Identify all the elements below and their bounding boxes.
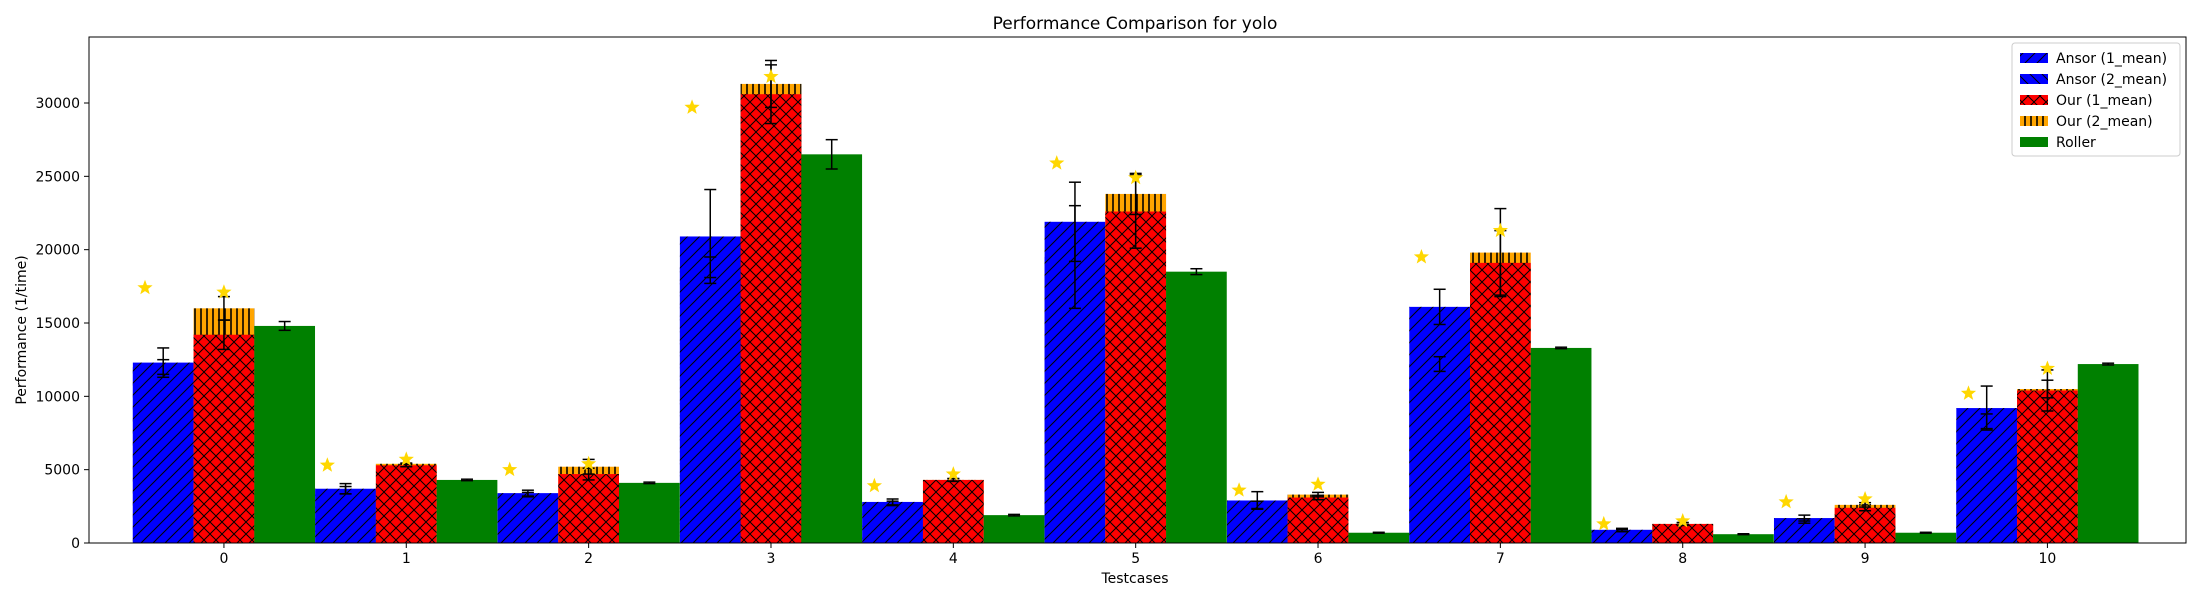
legend-label-1: Ansor (2_mean) — [2056, 72, 2167, 88]
bar-hatch-2-3 — [740, 94, 802, 543]
legend: Ansor (1_mean) Ansor (2_mean) Our (1_mean)… — [2011, 42, 2181, 157]
x-tick-label-10: 10 — [2039, 551, 2057, 567]
bar-roller-5 — [1166, 271, 1227, 543]
star-marker-ansor-3 — [684, 99, 700, 114]
legend-swatch-hatch-3 — [2020, 116, 2048, 126]
y-tick-label-20000: 20000 — [35, 243, 80, 259]
y-tick-label-10000: 10000 — [35, 389, 80, 405]
legend-label-4: Roller — [2056, 135, 2096, 151]
bar-hatch-0-2 — [497, 493, 559, 543]
x-tick-label-4: 4 — [949, 551, 958, 567]
bar-roller-3 — [801, 154, 863, 544]
legend-swatch-4 — [2020, 137, 2048, 147]
bar-roller-6 — [1348, 532, 1410, 543]
star-marker-our-0 — [216, 284, 232, 299]
bar-hatch-0-1 — [315, 488, 376, 543]
bar-hatch-2-7 — [1470, 262, 1531, 543]
star-marker-our-10 — [2039, 360, 2056, 375]
bar-hatch-2-5 — [1105, 211, 1167, 544]
star-marker-ansor-8 — [1596, 515, 1612, 531]
star-marker-ansor-0 — [137, 279, 153, 295]
y-tick-label-5000: 5000 — [44, 463, 80, 479]
legend-box — [2011, 42, 2181, 157]
bar-hatch-0-8 — [1591, 529, 1653, 543]
legend-swatch-hatch-1 — [2020, 74, 2048, 84]
star-marker-ansor-2 — [502, 461, 518, 477]
bar-roller-2 — [618, 482, 680, 543]
star-marker-ansor-1 — [319, 457, 335, 472]
bar-hatch-0-3 — [679, 236, 741, 543]
y-tick-label-25000: 25000 — [35, 169, 80, 185]
bar-hatch-0-4 — [862, 501, 923, 543]
star-marker-our-2 — [581, 455, 597, 471]
x-tick-label-2: 2 — [584, 551, 593, 567]
star-marker-our-6 — [1310, 476, 1326, 491]
bar-hatch-2-10 — [2017, 390, 2078, 543]
x-tick-label-3: 3 — [767, 551, 776, 567]
bar-hatch-2-1 — [375, 465, 437, 543]
bar-roller-9 — [1895, 532, 1957, 543]
bar-roller-1 — [436, 479, 498, 543]
x-tick-label-5: 5 — [1131, 551, 1140, 567]
star-marker-our-8 — [1675, 513, 1691, 528]
star-marker-our-9 — [1857, 491, 1873, 506]
bar-hatch-2-6 — [1287, 497, 1349, 543]
bar-hatch-0-7 — [1409, 306, 1471, 543]
bar-hatch-2-8 — [1652, 523, 1714, 543]
bar-roller-0 — [254, 325, 316, 543]
y-tick-label-30000: 30000 — [35, 96, 80, 112]
star-marker-our-1 — [398, 451, 414, 466]
star-marker-our-3 — [763, 68, 779, 84]
star-marker-ansor-9 — [1778, 493, 1794, 509]
chart-title: Performance Comparison for yolo — [993, 14, 1278, 34]
legend-label-2: Our (1_mean) — [2056, 93, 2153, 109]
star-marker-our-7 — [1492, 222, 1508, 238]
bar-roller-8 — [1713, 534, 1774, 543]
x-tick-label-6: 6 — [1314, 551, 1323, 567]
plot-area: 0 5000 10000 15000 20000 25000 30000 0 1 2 3 4 5 6 7 8 9… — [35, 36, 2187, 567]
y-tick-label-0: 0 — [71, 536, 80, 552]
bar-hatch-0-0 — [132, 362, 194, 543]
y-axis-label: Performance (1/time) — [14, 255, 30, 404]
plot-frame — [88, 36, 2187, 544]
star-marker-ansor-4 — [866, 477, 882, 493]
x-tick-label-9: 9 — [1861, 551, 1870, 567]
legend-label-3: Our (2_mean) — [2056, 114, 2153, 130]
x-tick-label-0: 0 — [219, 551, 228, 567]
star-marker-our-5 — [1128, 169, 1144, 185]
star-marker-ansor-10 — [1960, 385, 1977, 400]
star-marker-ansor-5 — [1049, 155, 1065, 170]
bar-hatch-2-4 — [922, 479, 984, 543]
bar-roller-4 — [983, 515, 1045, 543]
bar-hatch-2-0 — [193, 334, 255, 543]
y-tick-label-15000: 15000 — [35, 316, 80, 332]
legend-swatch-hatch-0 — [2020, 53, 2048, 63]
bar-roller-10 — [2077, 364, 2139, 543]
bar-roller-7 — [1530, 347, 1592, 543]
legend-swatch-hatch-2 — [2020, 95, 2048, 105]
bar-hatch-2-2 — [558, 474, 619, 543]
x-tick-label-7: 7 — [1496, 551, 1505, 567]
star-marker-our-4 — [945, 466, 961, 481]
x-tick-label-1: 1 — [402, 551, 411, 567]
legend-label-0: Ansor (1_mean) — [2056, 51, 2167, 67]
x-tick-label-8: 8 — [1678, 551, 1687, 567]
star-marker-ansor-6 — [1231, 482, 1247, 497]
bar-hatch-2-9 — [1834, 507, 1896, 543]
star-marker-ansor-7 — [1413, 249, 1430, 264]
x-axis-label: Testcases — [1100, 571, 1168, 587]
